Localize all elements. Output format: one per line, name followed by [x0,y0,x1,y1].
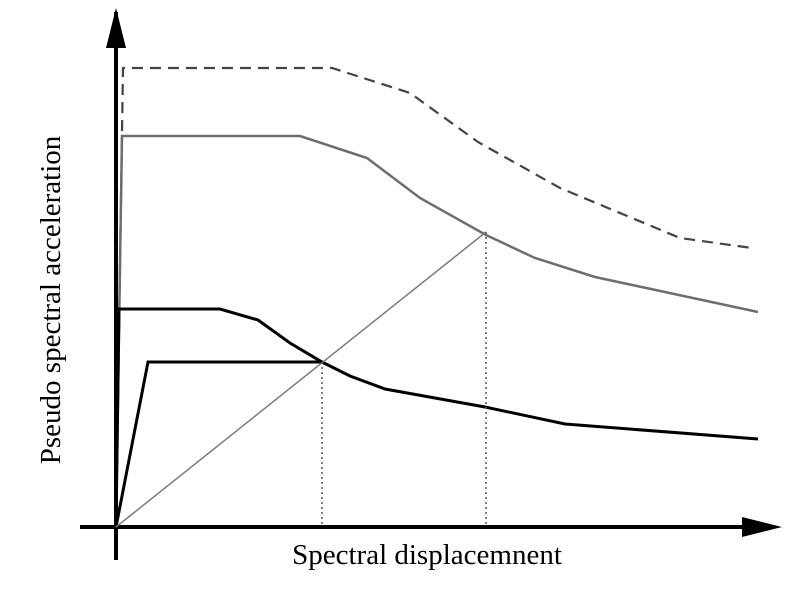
y-axis-label: Pseudo spectral acceleration [35,135,67,464]
x-axis-arrowhead [742,517,782,537]
dashed-upper-spectrum [114,66,753,528]
x-axis-label: Spectral displacemnent [292,539,562,571]
elastic-demand-spectrum [114,134,759,528]
reduced-demand-spectrum [114,307,759,528]
radial-period-line [115,231,487,528]
y-axis-arrowhead [106,8,126,48]
capacity-curve [114,360,322,528]
